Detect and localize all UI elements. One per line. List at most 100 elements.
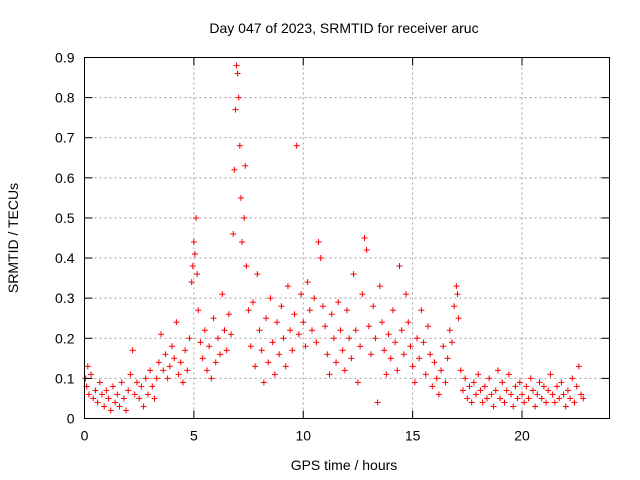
y-tick-label: 0 — [67, 411, 75, 427]
data-point — [455, 315, 462, 322]
data-points — [82, 62, 587, 414]
data-point — [549, 391, 556, 398]
data-point — [105, 395, 112, 402]
data-point — [217, 351, 224, 358]
data-point — [407, 343, 414, 350]
data-point — [144, 391, 151, 398]
data-point — [330, 335, 337, 342]
data-point — [357, 343, 364, 350]
data-point — [239, 239, 245, 246]
data-point — [267, 295, 274, 302]
data-point — [243, 263, 250, 270]
data-point — [492, 387, 499, 394]
data-point — [475, 371, 482, 378]
data-point — [228, 331, 235, 338]
data-point — [403, 291, 410, 298]
data-point — [271, 371, 278, 378]
data-point — [103, 387, 110, 394]
data-point — [534, 391, 541, 398]
data-point — [529, 387, 536, 394]
data-point — [210, 315, 217, 322]
data-point — [519, 391, 525, 398]
data-point — [454, 291, 461, 298]
data-point — [545, 387, 552, 394]
y-axis-tick-labels: 0 0.1 0.2 0.3 0.4 0.5 0.6 0.7 0.8 0.9 — [55, 50, 75, 427]
x-tick-label: 20 — [514, 428, 530, 444]
axis-ticks — [84, 57, 610, 419]
data-point — [564, 387, 571, 394]
data-point — [189, 263, 196, 270]
data-point — [236, 142, 243, 149]
data-point — [291, 311, 298, 318]
data-point — [258, 347, 265, 354]
data-point — [352, 327, 359, 334]
data-point — [199, 355, 206, 362]
data-point — [359, 291, 366, 298]
data-point — [414, 335, 420, 342]
data-point — [569, 375, 576, 382]
data-point — [322, 323, 329, 330]
data-point — [361, 235, 368, 241]
data-point — [532, 403, 539, 410]
data-point — [337, 327, 344, 334]
data-point — [512, 383, 519, 390]
x-tick-label: 10 — [295, 428, 311, 444]
data-point — [249, 299, 256, 306]
data-point — [348, 355, 355, 362]
data-point — [212, 359, 219, 366]
data-point — [313, 339, 320, 346]
data-point — [543, 399, 550, 406]
data-point — [245, 307, 252, 314]
data-point — [442, 379, 449, 386]
data-point — [429, 383, 436, 390]
data-point — [193, 214, 200, 221]
data-point — [158, 331, 165, 338]
data-point — [190, 239, 197, 246]
data-point — [88, 371, 95, 378]
data-point — [114, 391, 121, 398]
data-point — [503, 387, 510, 394]
data-point — [409, 363, 416, 370]
x-tick-label: 0 — [81, 428, 89, 444]
data-point — [191, 251, 198, 258]
data-point — [252, 363, 259, 370]
data-point — [242, 162, 249, 169]
data-point — [540, 383, 547, 390]
data-point — [162, 351, 169, 358]
data-point — [298, 291, 305, 298]
data-point — [341, 367, 348, 374]
data-point — [173, 319, 180, 326]
data-point — [221, 327, 228, 334]
data-point — [155, 359, 162, 366]
data-point — [580, 395, 587, 402]
data-point — [233, 62, 240, 69]
data-point — [490, 403, 497, 410]
y-tick-label: 0.1 — [55, 370, 75, 386]
data-point — [514, 395, 521, 402]
data-point — [166, 363, 173, 370]
data-point — [101, 403, 108, 410]
y-tick-label: 0.6 — [55, 170, 75, 186]
data-point — [558, 379, 565, 386]
data-point — [85, 391, 92, 398]
data-point — [560, 391, 567, 398]
data-point — [488, 391, 495, 398]
data-point — [169, 343, 175, 350]
data-point — [385, 331, 392, 338]
data-point — [118, 379, 125, 386]
data-point — [120, 395, 127, 402]
data-point — [140, 403, 147, 410]
data-point — [328, 311, 335, 318]
data-point — [420, 339, 427, 346]
data-point — [237, 194, 244, 201]
data-point — [151, 395, 158, 402]
y-tick-label: 0.7 — [55, 130, 75, 146]
data-point — [468, 399, 475, 406]
x-tick-label: 15 — [405, 428, 421, 444]
data-point — [449, 339, 455, 346]
data-point — [440, 343, 447, 350]
data-point — [96, 379, 103, 386]
data-point — [556, 395, 563, 402]
data-point — [527, 375, 534, 382]
data-point — [284, 283, 291, 290]
